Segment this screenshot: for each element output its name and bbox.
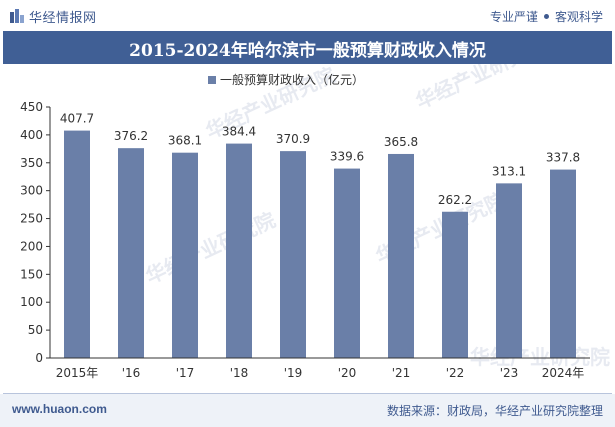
bar bbox=[334, 168, 360, 358]
legend-swatch bbox=[208, 76, 216, 84]
y-tick-label: 150 bbox=[20, 267, 43, 281]
bar bbox=[64, 130, 90, 358]
tag-objective: 客观科学 bbox=[554, 10, 603, 24]
y-tick-label: 0 bbox=[35, 351, 43, 365]
bar bbox=[442, 211, 468, 358]
brand-name: 华经情报网 bbox=[29, 11, 97, 26]
bar bbox=[280, 151, 306, 358]
legend: 一般预算财政收入（亿元） bbox=[208, 72, 364, 87]
x-tick-label: '21 bbox=[392, 366, 411, 380]
footer: www.huaon.com 数据来源：财政局，华经产业研究院整理 bbox=[0, 394, 615, 427]
footer-source: 数据来源：财政局，华经产业研究院整理 bbox=[386, 404, 603, 418]
brand[interactable]: 华经情报网 bbox=[10, 7, 97, 26]
data-label: 262.2 bbox=[438, 193, 472, 207]
y-tick-label: 50 bbox=[28, 323, 43, 337]
brand-logo-icon bbox=[10, 9, 25, 24]
bar bbox=[118, 148, 144, 358]
watermark-text: 华经产业研究院 bbox=[470, 345, 610, 369]
data-label: 365.8 bbox=[384, 135, 418, 149]
x-tick-label: '18 bbox=[230, 366, 249, 380]
y-tick-label: 450 bbox=[20, 100, 43, 114]
data-label: 370.9 bbox=[276, 132, 310, 146]
chart-title: 2015-2024年哈尔滨市一般预算财政收入情况 bbox=[129, 41, 486, 61]
y-tick-label: 300 bbox=[20, 184, 43, 198]
x-tick-label: '20 bbox=[338, 366, 357, 380]
x-tick-label: '23 bbox=[500, 366, 519, 380]
x-tick-label: '19 bbox=[284, 366, 303, 380]
dot-separator-icon bbox=[543, 14, 549, 19]
y-tick-label: 100 bbox=[20, 295, 43, 309]
top-bar: 华经情报网 专业严谨 客观科学 bbox=[0, 0, 615, 30]
data-label: 337.8 bbox=[546, 151, 580, 165]
y-tick-label: 250 bbox=[20, 212, 43, 226]
data-label: 384.4 bbox=[222, 125, 256, 139]
legend-label: 一般预算财政收入（亿元） bbox=[220, 72, 364, 87]
data-label: 368.1 bbox=[168, 134, 202, 148]
watermark-text: 华经产业研究院 bbox=[142, 208, 279, 289]
y-tick-label: 400 bbox=[20, 128, 43, 142]
data-label: 339.6 bbox=[330, 150, 364, 164]
y-axis: 0 50 100 150 200 250 300 350 400 450 bbox=[20, 100, 51, 365]
footer-divider bbox=[3, 393, 612, 394]
title-bar: 2015-2024年哈尔滨市一般预算财政收入情况 bbox=[3, 31, 612, 64]
bar bbox=[496, 183, 522, 358]
bar bbox=[550, 169, 576, 358]
data-label: 313.1 bbox=[492, 164, 526, 178]
bars: 407.7 376.2 368.1 384.4 370.9 339.6 365.8 262.2… bbox=[60, 112, 580, 358]
x-axis: 2015年 '16 '17 '18 '19 '20 '21 '22 '23 2024年 bbox=[50, 357, 590, 380]
bar bbox=[172, 152, 198, 358]
x-tick-label: '17 bbox=[176, 366, 195, 380]
x-tick-label: '22 bbox=[446, 366, 465, 380]
x-tick-label: '16 bbox=[122, 366, 141, 380]
header-tags: 专业严谨 客观科学 bbox=[490, 8, 603, 25]
data-label: 407.7 bbox=[60, 112, 94, 126]
y-tick-label: 350 bbox=[20, 156, 43, 170]
data-label: 376.2 bbox=[114, 129, 148, 143]
bar bbox=[388, 153, 414, 358]
footer-url-link[interactable]: www.huaon.com bbox=[12, 402, 107, 416]
x-tick-label: 2015年 bbox=[56, 366, 99, 380]
tag-professional: 专业严谨 bbox=[489, 10, 538, 24]
bar bbox=[226, 143, 252, 358]
x-tick-label: 2024年 bbox=[542, 366, 585, 380]
y-tick-label: 200 bbox=[20, 239, 43, 253]
watermark-text: 华经产业研究院 bbox=[412, 64, 549, 114]
